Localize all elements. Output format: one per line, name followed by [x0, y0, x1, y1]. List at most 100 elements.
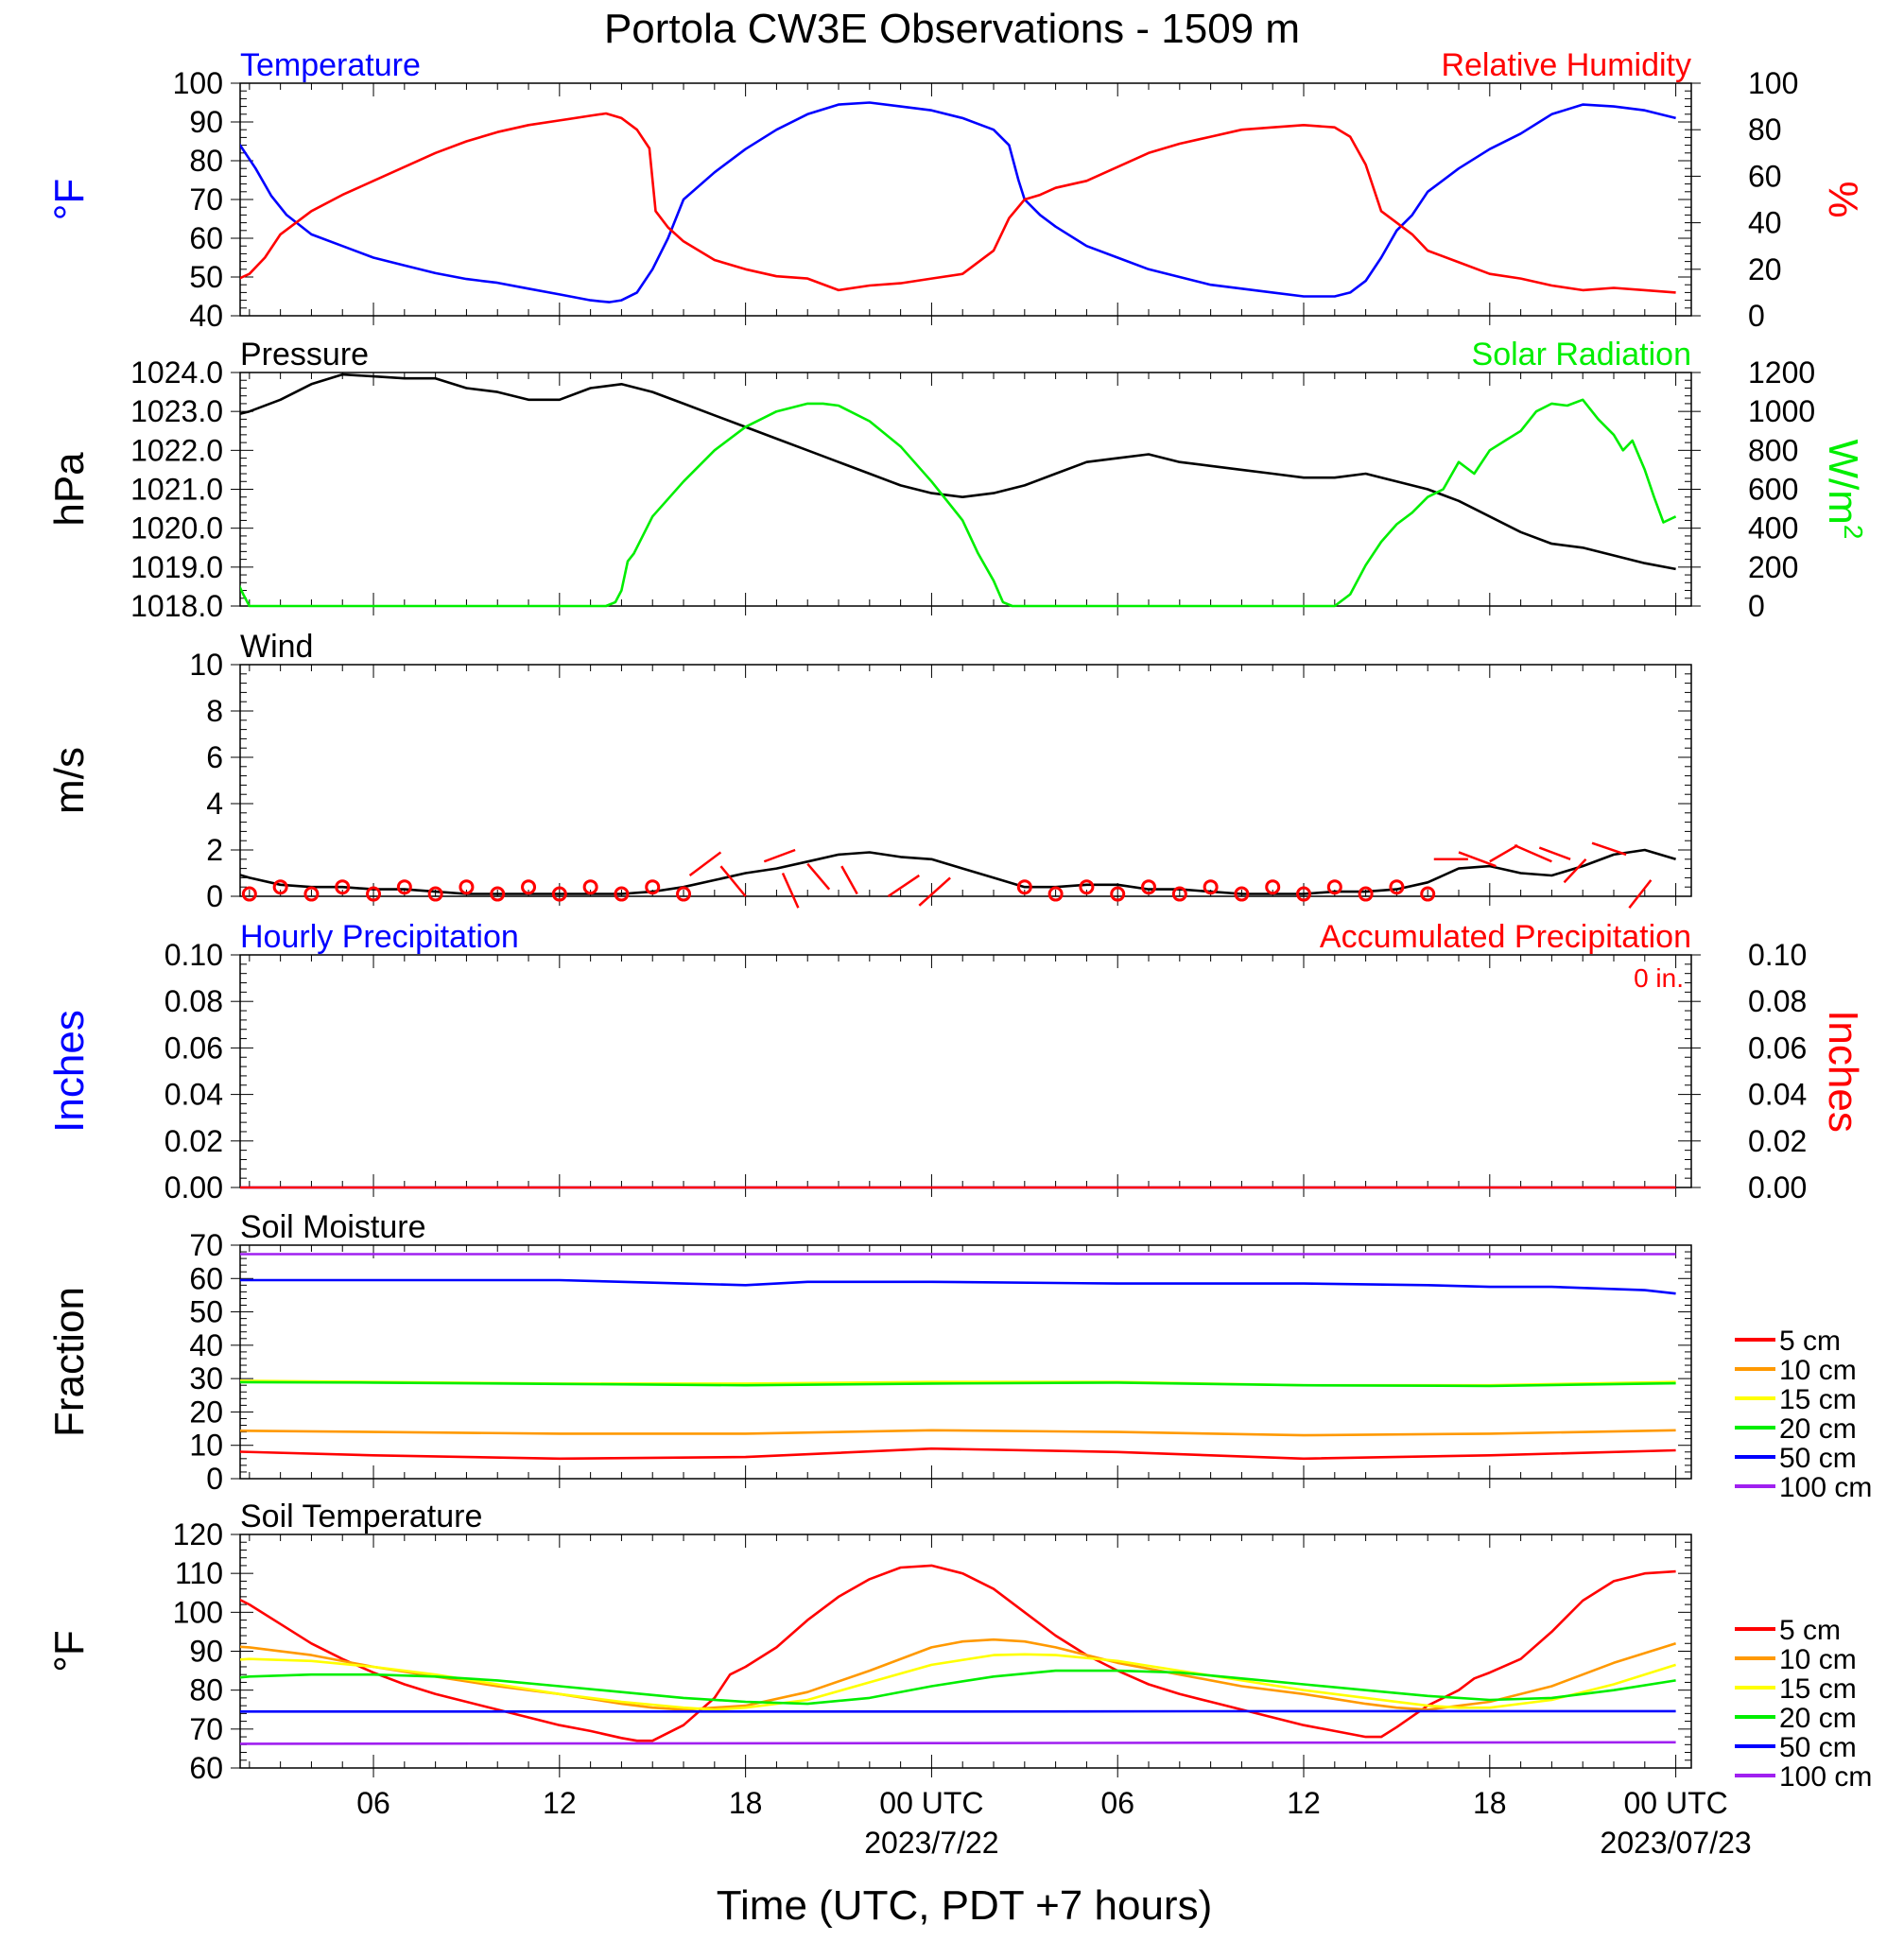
- y-tick-label-right: 0.04: [1748, 1078, 1807, 1112]
- calm-wind-marker: [1203, 879, 1219, 895]
- panel-title-left: Wind: [240, 629, 313, 665]
- y-tick-label-right: 600: [1748, 473, 1798, 507]
- legend-label: 100 cm: [1779, 1472, 1872, 1503]
- y-tick-label-right: 0: [1748, 589, 1765, 623]
- y-tick-label-left: 120: [173, 1517, 223, 1551]
- y-tick-label-right: 60: [1748, 159, 1782, 193]
- y-tick-label-right: 0.10: [1748, 938, 1807, 972]
- y-tick-label-left: 1019.0: [130, 550, 223, 584]
- wind-barb: [1628, 879, 1653, 910]
- wind-barb: [1514, 843, 1552, 863]
- x-tick-label: 06: [1100, 1786, 1134, 1820]
- y-tick-label-right: 0.02: [1748, 1124, 1807, 1158]
- panel-precip: 0.00 0.02 0.04 0.06 0.08 0.10 0.00 0.02 0.04 0.06…: [46, 919, 1866, 1204]
- legend-label: 10 cm: [1779, 1644, 1857, 1675]
- calm-wind-marker: [1389, 879, 1405, 895]
- y-tick-label-right: 80: [1748, 113, 1782, 147]
- legend-label: 5 cm: [1779, 1326, 1841, 1357]
- legend-label: 20 cm: [1779, 1413, 1857, 1445]
- series-line-20-cm: [240, 1669, 1676, 1706]
- y-tick-label-left: 0: [206, 879, 223, 913]
- calm-wind-marker: [1171, 886, 1187, 902]
- y-tick-label-right: 0: [1748, 299, 1765, 333]
- y-tick-label-left: 90: [189, 1635, 223, 1669]
- calm-wind-marker: [676, 886, 692, 902]
- accumulated-total-label: 0 in.: [1634, 963, 1684, 993]
- wind-barb: [763, 848, 796, 863]
- calm-wind-marker: [366, 886, 382, 902]
- series-line-100-cm: [240, 1741, 1676, 1745]
- panel-wind: 0 2 4 6 8 10 Wind m/s: [46, 629, 1692, 913]
- y-tick-label-left: 100: [173, 66, 223, 100]
- wind-barb: [1563, 858, 1587, 884]
- panel-title-right: Accumulated Precipitation: [1320, 919, 1691, 955]
- y-axis-label-right: %: [1820, 181, 1866, 217]
- x-tick-label: 18: [1473, 1786, 1507, 1820]
- y-tick-label-left: 40: [189, 1328, 223, 1362]
- y-axis-label-left: °F: [46, 1630, 93, 1672]
- y-tick-label-right: 1200: [1748, 355, 1815, 390]
- panel-title-left: Temperature: [240, 47, 421, 83]
- calm-wind-marker: [1141, 879, 1157, 895]
- wind-barb: [719, 865, 747, 897]
- panel-title-left: Pressure: [240, 337, 369, 373]
- plot-frame: [239, 1244, 1692, 1480]
- y-tick-label-left: 1022.0: [130, 433, 223, 467]
- wind-barb: [1591, 841, 1627, 857]
- y-tick-label-right: 0.08: [1748, 984, 1807, 1018]
- y-tick-label-left: 1021.0: [130, 473, 223, 507]
- wind-barb: [1538, 846, 1571, 860]
- x-tick-label: 00 UTC: [879, 1786, 983, 1820]
- y-tick-label-left: 60: [189, 1751, 223, 1785]
- series-line-wind: [240, 848, 1676, 895]
- y-tick-label-left: 8: [206, 694, 223, 728]
- calm-wind-marker: [459, 879, 475, 895]
- y-axis-label-left: Fraction: [46, 1287, 93, 1437]
- legend-label: 50 cm: [1779, 1732, 1857, 1763]
- series-line-temperature: [240, 101, 1676, 303]
- y-tick-label-left: 60: [189, 1261, 223, 1295]
- x-tick-label: 12: [1287, 1786, 1321, 1820]
- x-tick-date-label: 2023/7/22: [864, 1826, 998, 1860]
- panel-temp-rh: 40 50 60 70 80 90 100 0 20 40 60 80 100 Temperature Re…: [46, 47, 1866, 333]
- x-tick-label: 00 UTC: [1623, 1786, 1727, 1820]
- series-line-10-cm: [240, 1429, 1676, 1437]
- calm-wind-marker: [1110, 886, 1126, 902]
- panel-title-right: Solar Radiation: [1472, 337, 1691, 373]
- calm-wind-marker: [645, 879, 661, 895]
- y-tick-label-right: 100: [1748, 66, 1798, 100]
- y-tick-label-left: 50: [189, 1295, 223, 1329]
- y-tick-label-left: 80: [189, 144, 223, 178]
- plot-frame: [239, 372, 1692, 607]
- calm-wind-marker: [1047, 886, 1064, 902]
- y-tick-label-left: 0.02: [164, 1124, 223, 1158]
- calm-wind-marker: [1079, 879, 1095, 895]
- y-axis-label-right: W/m2: [1820, 440, 1868, 540]
- calm-wind-marker: [1420, 886, 1436, 902]
- calm-wind-marker: [614, 886, 630, 902]
- panel-title-left: Soil Moisture: [240, 1209, 426, 1245]
- series-line-5-cm: [240, 1564, 1676, 1742]
- wind-barb: [781, 872, 800, 909]
- wind-barb: [806, 862, 831, 891]
- wind-barb: [1458, 851, 1497, 868]
- calm-wind-marker: [241, 886, 257, 902]
- wind-barb: [887, 874, 920, 898]
- calm-wind-marker: [396, 879, 412, 895]
- y-tick-label-left: 10: [189, 1429, 223, 1463]
- y-tick-label-left: 1023.0: [130, 394, 223, 428]
- panel-title-left: Hourly Precipitation: [240, 919, 519, 955]
- y-tick-label-left: 0: [206, 1462, 223, 1496]
- y-tick-label-left: 20: [189, 1395, 223, 1429]
- y-tick-label-right: 20: [1748, 252, 1782, 286]
- x-axis-label: Time (UTC, PDT +7 hours): [717, 1882, 1212, 1929]
- calm-wind-marker: [582, 879, 598, 895]
- series-line-10-cm: [240, 1638, 1676, 1711]
- x-tick-label: 06: [356, 1786, 390, 1820]
- y-axis-label-left: hPa: [46, 452, 93, 527]
- y-tick-label-right: 400: [1748, 511, 1798, 546]
